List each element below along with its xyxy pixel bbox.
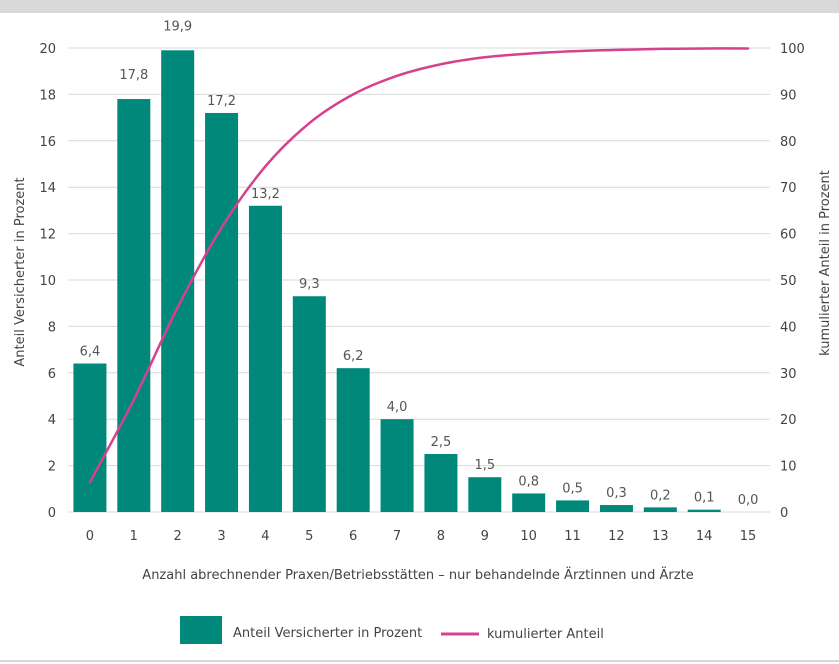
top-border [0, 0, 839, 13]
x-tick-label: 7 [393, 529, 401, 544]
bar [643, 507, 677, 512]
y2-tick-label: 0 [780, 506, 788, 521]
bar-data-label: 6,2 [343, 349, 364, 364]
y2-axis-title: kumulierter Anteil in Prozent [818, 170, 833, 356]
bar-data-label: 2,5 [431, 435, 452, 450]
x-tick-label: 3 [217, 529, 225, 544]
y-tick-label: 6 [48, 367, 56, 382]
x-axis-title: Anzahl abrechnender Praxen/Betriebsstätt… [142, 567, 693, 583]
bar [205, 112, 239, 513]
bar [468, 477, 502, 512]
bar [687, 509, 721, 512]
y-tick-label: 4 [48, 413, 56, 428]
bar [73, 363, 107, 512]
legend-bar-label: Anteil Versicherter in Prozent [233, 626, 422, 641]
bar-data-label: 0,5 [562, 481, 583, 496]
y2-tick-label: 50 [780, 274, 797, 289]
bar-data-label: 0,1 [694, 491, 715, 506]
bar [380, 419, 414, 512]
y-tick-label: 12 [39, 228, 56, 243]
bar-data-label: 19,9 [163, 19, 192, 34]
y-tick-label: 16 [39, 135, 56, 150]
x-tick-label: 1 [130, 529, 138, 544]
y2-tick-label: 10 [780, 460, 797, 475]
x-tick-label: 5 [305, 529, 313, 544]
right-axis-ticks: 0 10 20 30 40 50 60 70 80 90 100 [780, 42, 805, 521]
bar-data-labels: 6,4 17,8 19,9 17,2 13,2 9,3 6,2 4,0 2,5 1,5 0,8 0,5… [80, 19, 759, 508]
x-axis-ticks: 0 1 2 3 4 5 6 7 8 9 10 11 12 13 14 15 [86, 529, 757, 544]
bar-data-label: 1,5 [474, 458, 495, 473]
y2-tick-label: 90 [780, 88, 797, 103]
x-tick-label: 2 [174, 529, 182, 544]
bars [73, 50, 721, 513]
x-tick-label: 15 [740, 529, 757, 544]
bar [117, 99, 151, 512]
bar [599, 505, 633, 512]
bottom-border [0, 660, 839, 662]
x-tick-label: 11 [564, 529, 581, 544]
y2-tick-label: 70 [780, 181, 797, 196]
bar-data-label: 13,2 [251, 187, 280, 202]
x-tick-label: 13 [652, 529, 669, 544]
left-axis-ticks: 0 2 4 6 8 10 12 14 16 18 20 [39, 42, 56, 521]
y2-tick-label: 20 [780, 413, 797, 428]
bar-data-label: 4,0 [387, 400, 408, 415]
y2-tick-label: 60 [780, 228, 797, 243]
bar-data-label: 0,2 [650, 488, 671, 503]
bar-data-label: 0,3 [606, 486, 627, 501]
y-tick-label: 0 [48, 506, 56, 521]
legend: Anteil Versicherter in Prozent kumuliert… [180, 616, 604, 644]
y-tick-label: 20 [39, 42, 56, 57]
bar-data-label: 0,0 [738, 493, 759, 508]
y-tick-label: 8 [48, 320, 56, 335]
y-tick-label: 10 [39, 274, 56, 289]
bar-data-label: 17,8 [119, 68, 148, 83]
x-tick-label: 12 [608, 529, 625, 544]
bar [424, 454, 458, 512]
bar [556, 500, 590, 512]
x-tick-label: 8 [437, 529, 445, 544]
y-tick-label: 2 [48, 460, 56, 475]
bar [248, 205, 282, 512]
y-tick-label: 18 [39, 88, 56, 103]
cumulative-line-path [88, 47, 750, 484]
y-tick-label: 14 [39, 181, 56, 196]
legend-bar-swatch [180, 616, 222, 644]
bar [512, 493, 546, 512]
bar-data-label: 6,4 [80, 345, 101, 360]
bar-data-label: 9,3 [299, 277, 320, 292]
y2-tick-label: 100 [780, 42, 805, 57]
cumulative-line [88, 47, 750, 484]
bar-data-label: 17,2 [207, 94, 236, 109]
legend-line-label: kumulierter Anteil [487, 627, 604, 642]
y2-tick-label: 80 [780, 135, 797, 150]
bar [161, 50, 195, 512]
bar [292, 296, 326, 512]
y2-tick-label: 30 [780, 367, 797, 382]
x-tick-label: 4 [261, 529, 269, 544]
x-tick-label: 0 [86, 529, 94, 544]
x-tick-label: 6 [349, 529, 357, 544]
y2-tick-label: 40 [780, 320, 797, 335]
bar [336, 368, 370, 512]
y-axis-title: Anteil Versicherter in Prozent [13, 177, 28, 366]
x-tick-label: 14 [696, 529, 713, 544]
x-tick-label: 10 [520, 529, 537, 544]
x-tick-label: 9 [481, 529, 489, 544]
bar-data-label: 0,8 [518, 474, 539, 489]
